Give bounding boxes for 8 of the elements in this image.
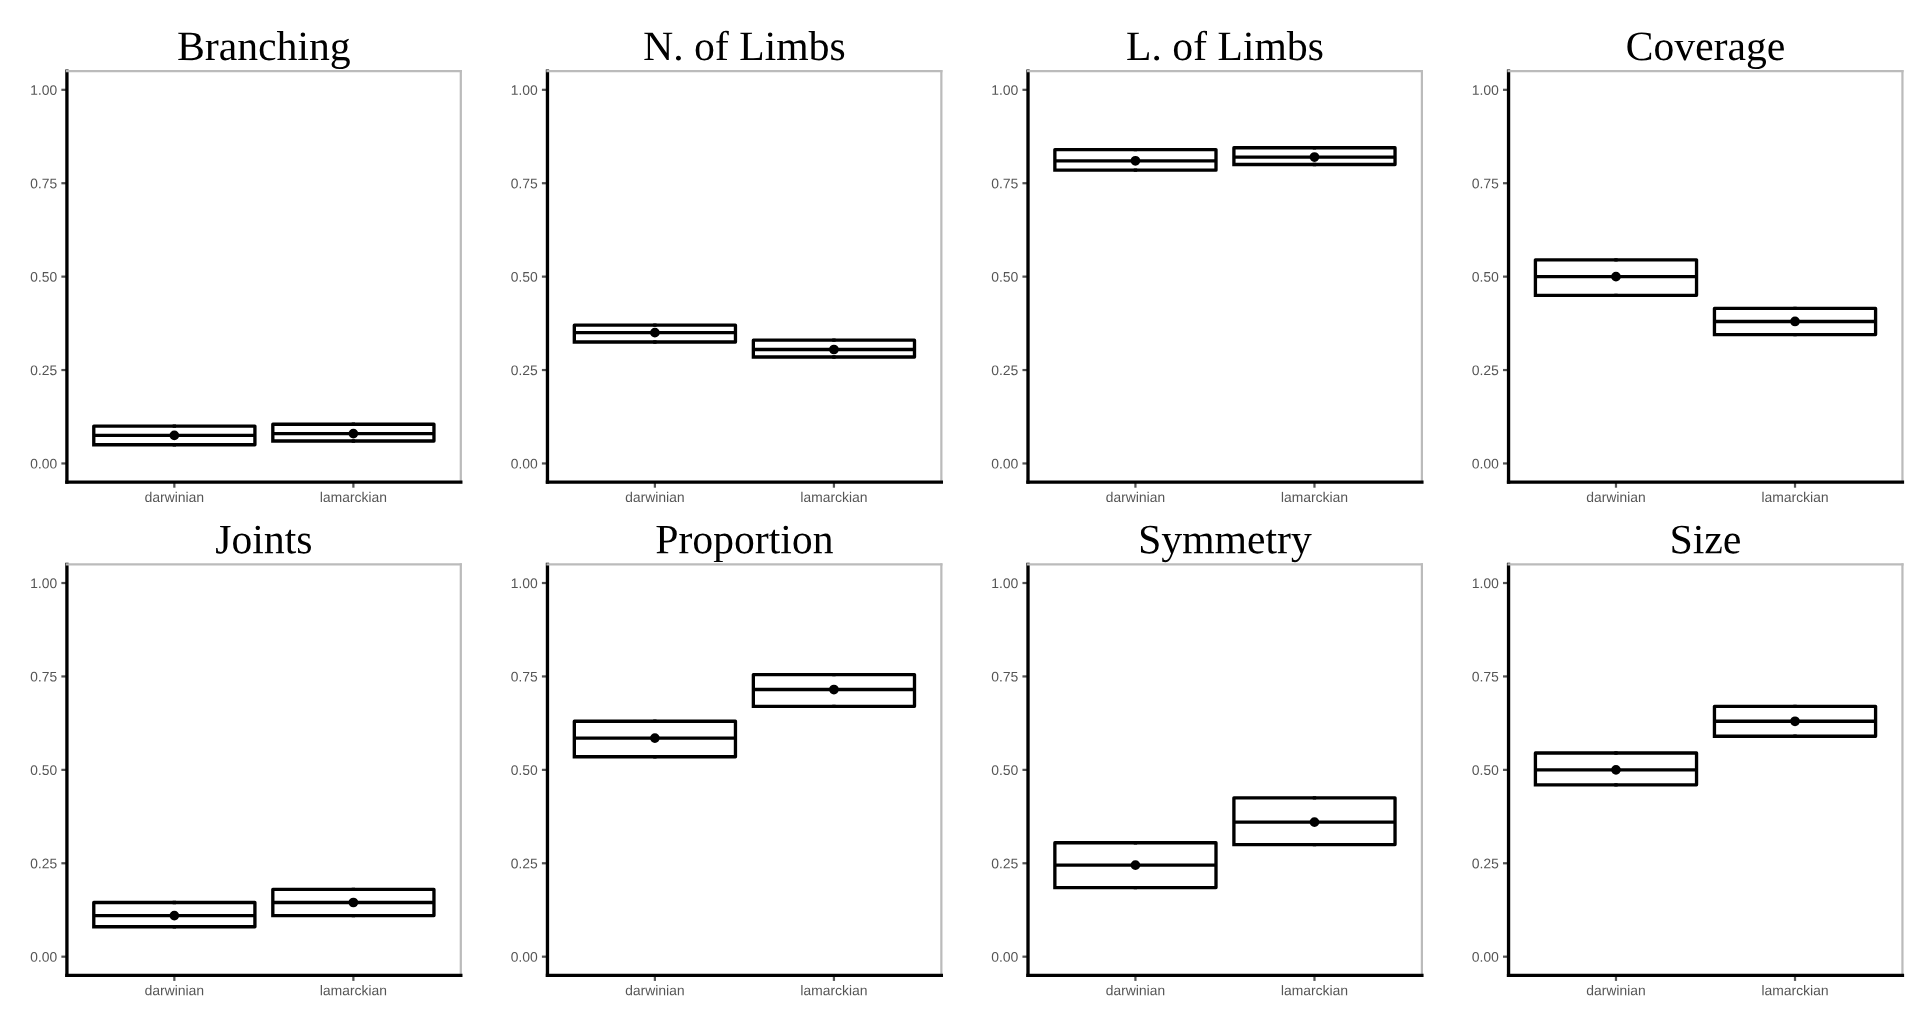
chart-title: Joints bbox=[216, 525, 311, 554]
chart-title: N. of Limbs bbox=[644, 30, 845, 61]
chart-title: Coverage bbox=[1627, 32, 1784, 69]
chart-title: L. of Limbs bbox=[1127, 30, 1323, 61]
chart-title: Symmetry bbox=[1140, 525, 1312, 563]
chart-title: Proportion bbox=[656, 525, 833, 563]
chart-title: Branching bbox=[178, 31, 350, 69]
chart-title: Size bbox=[1672, 525, 1740, 554]
